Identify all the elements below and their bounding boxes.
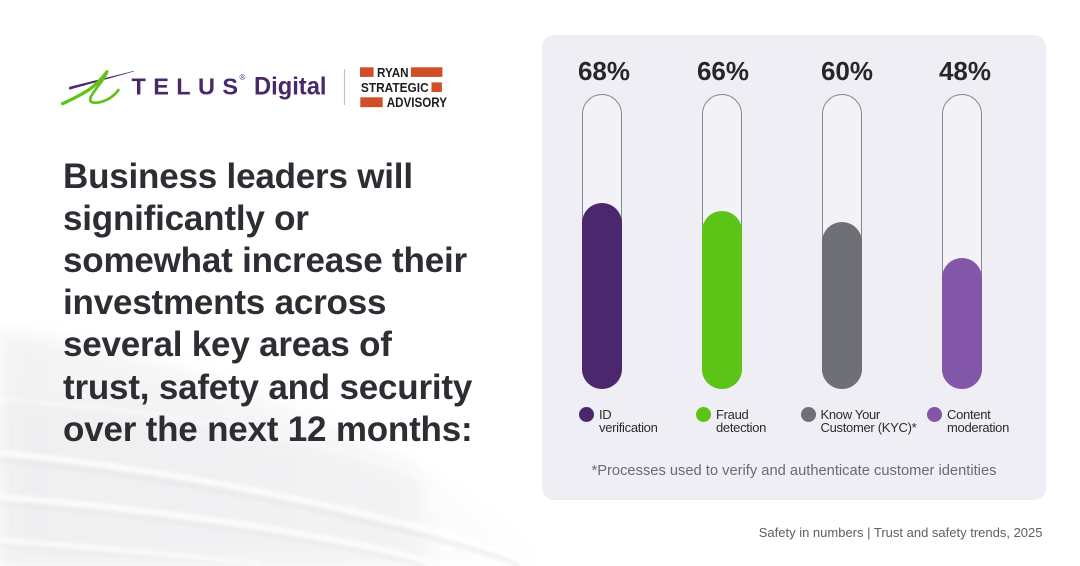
svg-text:RYAN: RYAN [377,65,409,80]
svg-text:TELUS: TELUS [132,73,239,99]
svg-text:ADVISORY: ADVISORY [387,95,447,110]
svg-text:®: ® [240,73,246,82]
svg-text:Digital: Digital [254,72,327,100]
svg-text:STRATEGIC: STRATEGIC [361,80,429,95]
